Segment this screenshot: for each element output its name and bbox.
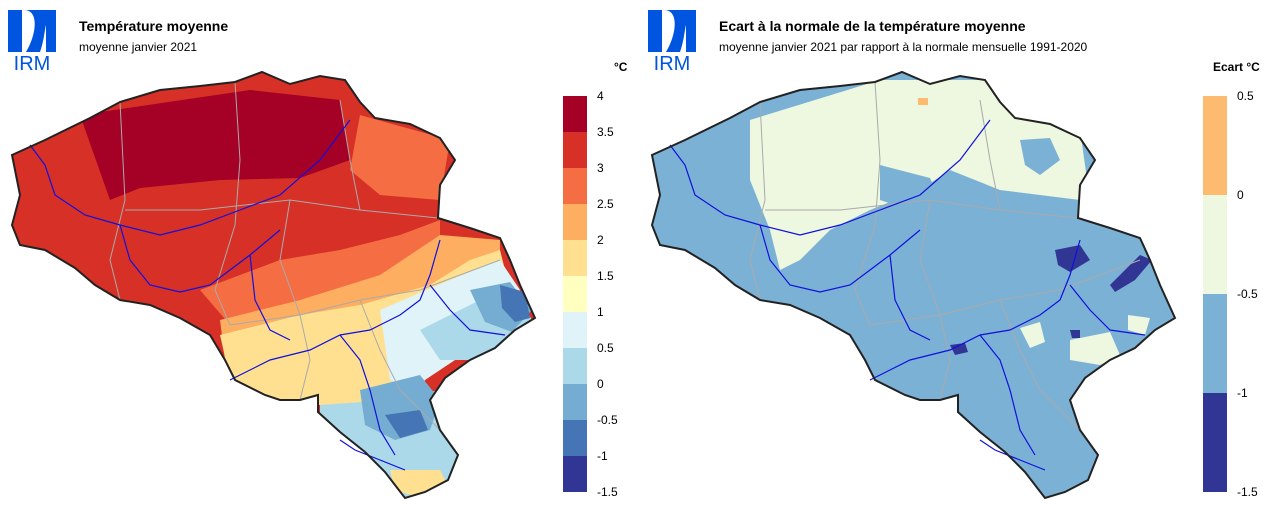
legend-tick-label: 3.5: [597, 125, 614, 139]
anomaly-panel: IRM Ecart à la normale de la température…: [640, 0, 1280, 507]
legend-swatch: [563, 384, 587, 421]
legend-swatch: [563, 96, 587, 133]
map-subtitle: moyenne janvier 2021 par rapport à la no…: [719, 40, 1088, 54]
legend-unit: Ecart °C: [1213, 60, 1260, 74]
legend-swatch: [563, 312, 587, 349]
legend-tick-label: -0.5: [597, 413, 618, 427]
irm-logo-text: IRM: [14, 53, 51, 72]
temperature-legend: 4 3.5 3 2.5 2 1.5 1 0.5 0 -0.5 -1 -1.5: [563, 90, 618, 498]
legend-tick-label: 0.5: [1237, 89, 1254, 103]
legend-tick-label: 1: [597, 305, 604, 319]
irm-logo: IRM: [8, 10, 56, 72]
anomaly-map: [650, 70, 1177, 500]
legend-swatch: [563, 204, 587, 241]
legend-tick-label: -1: [597, 449, 608, 463]
legend-swatch: [563, 132, 587, 169]
temperature-map: [10, 70, 537, 500]
irm-logo-text: IRM: [654, 53, 691, 72]
legend-tick-label: 0: [597, 377, 604, 391]
legend-tick-label: 0.5: [597, 341, 614, 355]
legend-swatch: [563, 276, 587, 313]
temperature-panel: IRM Température moyenne moyenne janvier …: [8, 10, 628, 500]
anomaly-legend: 0.5 0 -0.5 -1 -1.5: [1203, 90, 1258, 498]
legend-swatch: [1203, 294, 1227, 394]
legend-tick-label: 1.5: [597, 269, 614, 283]
map-title: Ecart à la normale de la température moy…: [719, 18, 1026, 34]
legend-tick-label: 4: [597, 89, 604, 103]
legend-tick-label: 0: [1237, 188, 1244, 202]
map-title: Température moyenne: [79, 18, 229, 34]
legend-unit: °C: [614, 60, 628, 74]
legend-swatch: [563, 420, 587, 457]
legend-colorbar: [1203, 96, 1227, 492]
legend-tick-label: -1.5: [597, 485, 618, 499]
legend-swatch: [1203, 96, 1227, 196]
legend-swatch: [563, 348, 587, 385]
irm-logo: IRM: [648, 10, 696, 72]
legend-swatch: [1203, 393, 1227, 492]
legend-tick-label: 2.5: [597, 197, 614, 211]
legend-colorbar: [563, 96, 587, 492]
legend-tick-label: -0.5: [1237, 287, 1258, 301]
legend-swatch: [563, 168, 587, 205]
legend-swatch: [563, 240, 587, 277]
legend-tick-label: -1: [1237, 386, 1248, 400]
legend-swatch: [1203, 195, 1227, 295]
legend-tick-label: -1.5: [1237, 485, 1258, 499]
legend-swatch: [563, 456, 587, 492]
legend-tick-label: 3: [597, 161, 604, 175]
legend-tick-label: 2: [597, 233, 604, 247]
map-subtitle: moyenne janvier 2021: [79, 40, 198, 54]
